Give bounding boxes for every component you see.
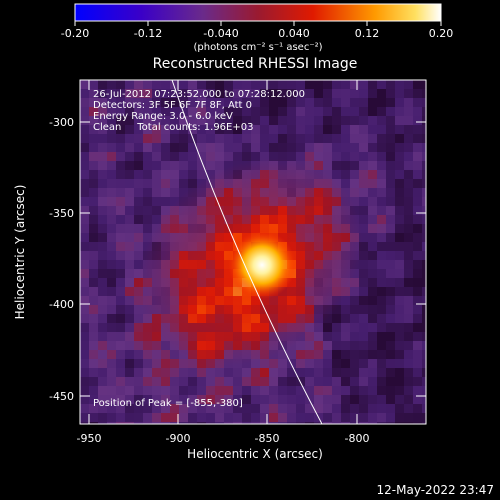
x-tick-label: -900 xyxy=(166,432,191,445)
image-title: Reconstructed RHESSI Image xyxy=(153,56,358,72)
colorbar xyxy=(74,3,442,22)
colorbar-ticks xyxy=(74,21,442,26)
colorbar-tick-label: -0.040 xyxy=(203,27,238,40)
y-tick-label: -350 xyxy=(49,207,74,220)
y-tick-label: -400 xyxy=(49,298,74,311)
plot-frame xyxy=(79,79,427,425)
info-detectors: Detectors: 3F 5F 6F 7F 8F, Att 0 xyxy=(93,100,252,111)
y-tick-label: -300 xyxy=(49,116,74,129)
x-tick-label: -950 xyxy=(77,432,102,445)
info-time-range: 26-Jul-2012 07:23:52.000 to 07:28:12.000 xyxy=(93,89,305,100)
footer-timestamp: 12-May-2022 23:47 xyxy=(377,483,494,497)
colorbar-tick-label: -0.12 xyxy=(134,27,162,40)
y-axis-ticks xyxy=(80,121,426,397)
solar-limb xyxy=(171,80,323,424)
colorbar-tick-label: -0.20 xyxy=(61,27,89,40)
y-axis-label: Heliocentric Y (arcsec) xyxy=(13,185,27,320)
x-axis-label: Heliocentric X (arcsec) xyxy=(187,447,323,461)
colorbar-units: (photons cm⁻² s⁻¹ asec⁻²) xyxy=(193,42,322,53)
x-tick-label: -800 xyxy=(345,432,370,445)
rhessi-image xyxy=(80,80,426,424)
colorbar-tick-label: 0.12 xyxy=(355,27,380,40)
x-axis-ticks xyxy=(88,80,358,424)
peak-position-label: Position of Peak = [-855,-380] xyxy=(93,398,243,409)
info-total-counts: Clean Total counts: 1.96E+03 xyxy=(93,122,253,133)
colorbar-tick-label: 0.040 xyxy=(278,27,310,40)
info-energy-range: Energy Range: 3.0 - 6.0 keV xyxy=(93,111,233,122)
y-tick-label: -450 xyxy=(49,390,74,403)
x-tick-label: -850 xyxy=(255,432,280,445)
colorbar-tick-label: 0.20 xyxy=(429,27,454,40)
